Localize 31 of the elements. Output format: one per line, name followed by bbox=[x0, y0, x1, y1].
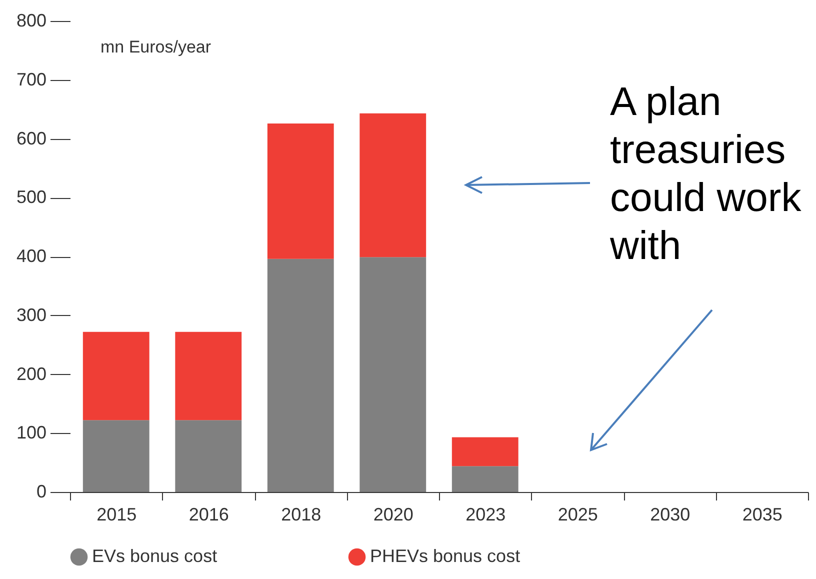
y-tick-label: 500 bbox=[16, 187, 46, 208]
y-tick-label: 700 bbox=[16, 69, 46, 90]
y-tick-label: 300 bbox=[16, 304, 46, 325]
legend-label: PHEVs bonus cost bbox=[370, 546, 520, 566]
y-tick-label: 800 bbox=[16, 10, 46, 30]
bar bbox=[175, 332, 242, 420]
bar bbox=[267, 123, 334, 259]
x-tick-label: 2035 bbox=[742, 504, 782, 524]
x-tick-label: 2018 bbox=[281, 504, 322, 524]
y-axis-title: mn Euros/year bbox=[100, 38, 212, 56]
y-tick-label: 0 bbox=[36, 482, 46, 502]
x-tick-label: 2023 bbox=[466, 504, 506, 524]
y-tick-label: 400 bbox=[16, 246, 46, 266]
x-tick-label: 2030 bbox=[650, 504, 690, 524]
x-tick-label: 2016 bbox=[188, 504, 229, 524]
bar bbox=[452, 466, 518, 492]
bar bbox=[360, 257, 426, 492]
y-tick-label: 600 bbox=[16, 128, 46, 148]
x-tick-label: 2015 bbox=[96, 504, 137, 524]
legend-label: EVs bonus cost bbox=[92, 546, 218, 566]
bar bbox=[360, 113, 426, 258]
bar bbox=[452, 437, 518, 466]
y-tick-label: 200 bbox=[16, 364, 46, 384]
x-tick-label: 2020 bbox=[373, 504, 414, 524]
bar bbox=[175, 420, 242, 492]
y-tick-label: 100 bbox=[16, 422, 46, 443]
annotation: A plan treasuries could work with bbox=[610, 79, 802, 270]
bar bbox=[82, 332, 150, 420]
x-tick-label: 2025 bbox=[558, 504, 598, 524]
bar bbox=[267, 258, 334, 492]
bar bbox=[82, 420, 150, 492]
